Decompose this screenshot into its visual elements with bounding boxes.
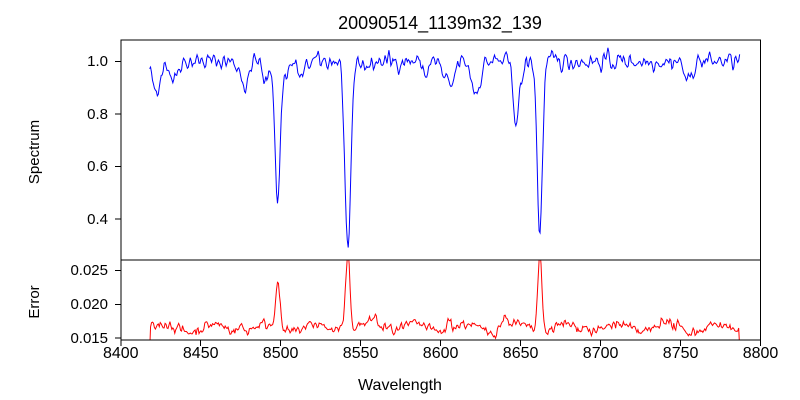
svg-text:Spectrum: Spectrum	[26, 120, 43, 184]
svg-text:8750: 8750	[663, 345, 699, 362]
svg-text:0.8: 0.8	[87, 106, 108, 123]
svg-text:8700: 8700	[583, 345, 619, 362]
svg-text:8550: 8550	[343, 345, 379, 362]
svg-text:8450: 8450	[183, 345, 219, 362]
svg-text:0.020: 0.020	[70, 296, 108, 313]
svg-text:8600: 8600	[423, 345, 459, 362]
svg-text:1.0: 1.0	[87, 53, 108, 70]
svg-text:0.4: 0.4	[87, 211, 108, 228]
svg-text:20090514_1139m32_139: 20090514_1139m32_139	[338, 13, 542, 34]
svg-text:8650: 8650	[503, 345, 539, 362]
svg-text:8800: 8800	[743, 345, 779, 362]
svg-text:Error: Error	[26, 285, 43, 318]
svg-text:0.6: 0.6	[87, 158, 108, 175]
svg-text:Wavelength: Wavelength	[358, 377, 442, 394]
svg-text:0.025: 0.025	[70, 262, 108, 279]
svg-text:8500: 8500	[263, 345, 299, 362]
svg-text:8400: 8400	[103, 345, 139, 362]
